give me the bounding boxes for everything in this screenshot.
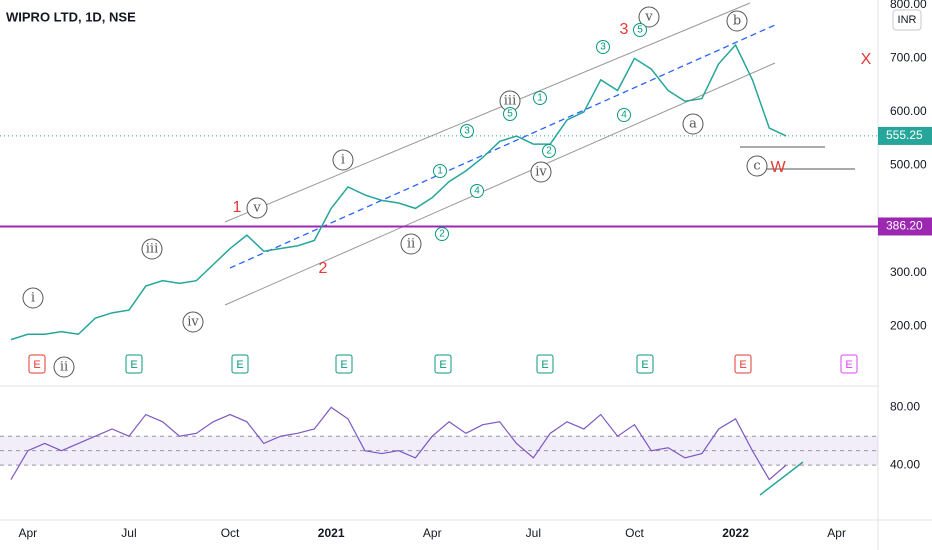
wave-label: 3 [600, 42, 606, 53]
y-tick-label: 40.00 [890, 457, 920, 471]
x-tick-label: 2021 [318, 526, 345, 540]
wave-label: 5 [637, 25, 643, 36]
wave-label: 5 [507, 109, 513, 120]
x-tick-label: Apr [423, 526, 442, 540]
earnings-label: E [130, 359, 137, 371]
x-tick-label: 2022 [722, 526, 749, 540]
wave-circle [435, 227, 449, 241]
earnings-marker [125, 354, 143, 374]
wave-label: a [689, 117, 697, 132]
currency: INR [898, 14, 917, 26]
y-tick-label: 800.00 [890, 0, 927, 11]
wave-label: iii [146, 242, 158, 257]
earnings-label: E [845, 359, 852, 371]
wave-circle [433, 164, 447, 178]
wave-label: 3 [464, 126, 470, 137]
wave-label: iii [504, 94, 516, 109]
x-tick-label: Jul [526, 526, 541, 540]
earnings-label: E [439, 359, 446, 371]
wave-label: v [252, 201, 261, 216]
wave-label: 2 [439, 229, 445, 240]
wave-label: v [644, 10, 653, 25]
wave-label: iv [187, 315, 199, 330]
wave-circle [638, 6, 660, 28]
wave-circle [400, 233, 422, 255]
wave-circle [141, 238, 163, 260]
wave-circle [530, 161, 552, 183]
wave-circle [746, 155, 768, 177]
channel-lower [224, 62, 776, 306]
series-line [10, 406, 787, 481]
earnings-marker [231, 354, 249, 374]
wave-circle [503, 107, 517, 121]
y-tick-label: 300.00 [890, 265, 927, 279]
wave-circle [596, 40, 610, 54]
price-tag [878, 217, 932, 236]
wave-label: i [341, 153, 345, 168]
wave-circle [246, 197, 268, 219]
wave-circle [182, 311, 204, 333]
wave-label: 1 [233, 199, 242, 216]
earnings-label: E [236, 359, 243, 371]
wave-label: W [770, 159, 786, 176]
price-tag-label: 555.25 [886, 128, 923, 142]
earnings-marker [28, 354, 46, 374]
earnings-marker [434, 354, 452, 374]
wave-label: ii [60, 360, 68, 375]
earnings-marker [840, 354, 858, 374]
wave-label: 2 [319, 260, 328, 277]
wave-label: 4 [621, 110, 627, 121]
y-tick-label: 700.00 [890, 51, 927, 65]
wave-label: X [861, 51, 872, 68]
wave-label: 1 [437, 166, 443, 177]
y-tick-label: 80.00 [890, 400, 920, 414]
earnings-label: E [33, 359, 40, 371]
wave-circle [53, 356, 75, 378]
x-tick-label: Apr [19, 526, 38, 540]
y-tick-label: 600.00 [890, 104, 927, 118]
wave-label: iv [535, 165, 547, 180]
earnings-marker [335, 354, 353, 374]
earnings-label: E [340, 359, 347, 371]
y-tick-label: 200.00 [890, 318, 927, 332]
earnings-label: E [541, 359, 548, 371]
wave-circle [470, 184, 484, 198]
y-tick-label: 500.00 [890, 158, 927, 172]
wave-label: c [753, 159, 760, 174]
wave-circle [726, 10, 748, 32]
wave-circle [542, 144, 556, 158]
wave-circle [633, 23, 647, 37]
earnings-label: E [641, 359, 648, 371]
channel-upper [224, 2, 751, 223]
wave-label: i [31, 291, 35, 306]
wave-circle [22, 287, 44, 309]
wave-label: 3 [620, 21, 629, 38]
series-line [10, 43, 787, 341]
x-tick-label: Jul [121, 526, 136, 540]
wave-circle [332, 149, 354, 171]
earnings-marker [636, 354, 654, 374]
x-tick-label: Apr [827, 526, 846, 540]
earnings-label: E [739, 359, 746, 371]
wave-circle [533, 91, 547, 105]
wave-label: b [733, 14, 741, 29]
x-tick-label: Oct [625, 526, 644, 540]
price-tag [878, 126, 932, 145]
wave-circle [460, 124, 474, 138]
wave-circle [682, 113, 704, 135]
earnings-marker [536, 354, 554, 374]
wave-label: 4 [474, 186, 480, 197]
wave-label: 1 [537, 93, 543, 104]
currency-box [892, 9, 922, 31]
price-tag-label: 386.20 [886, 219, 923, 233]
wave-label: 2 [546, 146, 552, 157]
earnings-marker [734, 354, 752, 374]
x-tick-label: Oct [221, 526, 240, 540]
wave-circle [617, 108, 631, 122]
wave-label: ii [407, 237, 415, 252]
rsi-trendline [759, 461, 804, 496]
chart-title: WIPRO LTD, 1D, NSE [6, 9, 136, 24]
